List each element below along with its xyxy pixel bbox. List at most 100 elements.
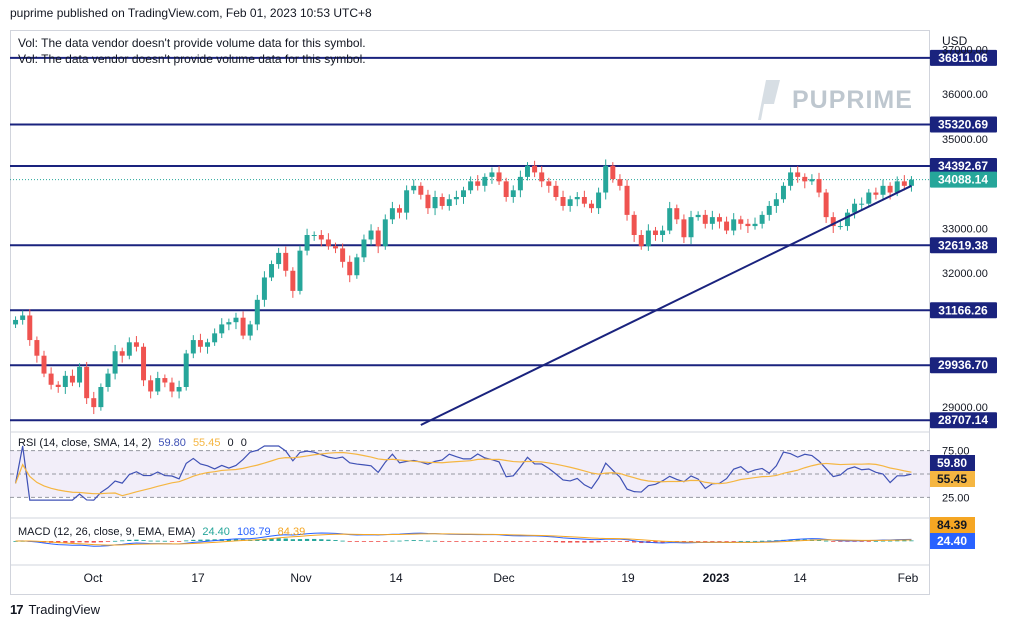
macd-histogram-bar bbox=[269, 538, 274, 541]
volume-note-2: Vol: The data vendor doesn't provide vol… bbox=[18, 52, 366, 66]
last-price-label: 34088.14 bbox=[938, 173, 988, 187]
macd-histogram-bar bbox=[696, 541, 701, 542]
price-tick-label: 33000.00 bbox=[942, 223, 988, 235]
macd-histogram-bar bbox=[823, 540, 829, 542]
rsi-ma-tag bbox=[930, 471, 975, 487]
candle-body bbox=[759, 214, 765, 224]
level-price-tag bbox=[930, 116, 997, 133]
macd-histogram-bar bbox=[319, 539, 324, 541]
macd-histogram-bar bbox=[447, 541, 452, 542]
macd-histogram-bar bbox=[212, 539, 217, 541]
macd-histogram-bar bbox=[816, 539, 822, 541]
macd-histogram-bar bbox=[340, 540, 345, 542]
candle-body bbox=[226, 322, 232, 325]
candle-body bbox=[176, 387, 182, 392]
candle-body bbox=[532, 165, 538, 173]
candle-body bbox=[197, 340, 203, 347]
candle-body bbox=[510, 190, 516, 197]
macd-histogram-bar bbox=[838, 541, 843, 542]
candle-body bbox=[183, 353, 189, 387]
macd-histogram-bar bbox=[873, 540, 879, 542]
candle-body bbox=[844, 212, 850, 227]
level-price-label: 34392.67 bbox=[938, 159, 988, 173]
candle-body bbox=[333, 246, 339, 249]
candle-body bbox=[41, 355, 47, 374]
candle-body bbox=[724, 221, 730, 231]
macd-histogram-bar bbox=[191, 539, 196, 541]
candle-body bbox=[190, 340, 196, 354]
macd-histogram-bar bbox=[759, 540, 765, 542]
candle-body bbox=[432, 197, 438, 209]
macd-histogram-bar bbox=[63, 541, 68, 543]
rsi-ma-line bbox=[14, 451, 912, 497]
candle-body bbox=[55, 384, 61, 387]
candle-body bbox=[77, 366, 83, 383]
candle-body bbox=[581, 197, 587, 204]
candle-body bbox=[318, 235, 324, 240]
macd-histogram-bar bbox=[304, 538, 310, 541]
macd-histogram-bar bbox=[489, 541, 495, 542]
rsi-level-label: 25.00 bbox=[942, 492, 970, 504]
last-price-tag bbox=[930, 171, 997, 188]
candle-body bbox=[823, 192, 829, 218]
rsi-legend: RSI (14, close, SMA, 14, 2) 59.80 55.45 … bbox=[18, 437, 251, 449]
candle-body bbox=[880, 185, 886, 195]
macd-histogram-bar bbox=[418, 540, 423, 542]
candle-body bbox=[624, 185, 630, 215]
rsi-value-tag bbox=[930, 455, 975, 471]
candle-body bbox=[98, 387, 104, 408]
level-price-tag bbox=[930, 49, 997, 66]
rsi-value: 59.80 bbox=[158, 437, 186, 449]
macd-histogram-bar bbox=[276, 538, 281, 541]
candle-body bbox=[439, 197, 445, 206]
macd-signal-line bbox=[15, 533, 912, 546]
candle-body bbox=[126, 342, 132, 356]
macd-histogram-bar bbox=[290, 539, 295, 541]
time-axis-label: 14 bbox=[389, 571, 403, 585]
price-tick-label: 32000.00 bbox=[942, 268, 988, 280]
candle-body bbox=[738, 219, 744, 224]
candle-body bbox=[503, 181, 509, 197]
time-axis-label: Dec bbox=[493, 571, 514, 585]
level-price-tag bbox=[930, 357, 997, 374]
macd-histogram-bar bbox=[383, 541, 388, 542]
macd-histogram-bar bbox=[326, 539, 331, 541]
candle-body bbox=[745, 223, 751, 227]
rsi-line bbox=[14, 445, 912, 501]
macd-histogram-bar bbox=[155, 540, 160, 542]
macd-histogram-bar bbox=[162, 540, 168, 542]
macd-histogram-bar bbox=[461, 541, 466, 542]
candle-body bbox=[631, 214, 637, 235]
candle-body bbox=[27, 315, 33, 341]
candle-body bbox=[325, 239, 331, 247]
macd-histogram-bar bbox=[169, 541, 175, 542]
macd-histogram-bar bbox=[84, 541, 89, 543]
rsi-extra-1: 0 bbox=[227, 437, 234, 449]
price-tick-label: 35000.00 bbox=[942, 134, 988, 146]
macd-histogram-bar bbox=[624, 541, 630, 542]
candle-body bbox=[517, 176, 523, 191]
candle-body bbox=[837, 226, 843, 228]
macd-histogram-bar bbox=[589, 541, 594, 543]
time-axis-label: 19 bbox=[621, 571, 635, 585]
candle-body bbox=[546, 181, 552, 186]
macd-histogram-bar bbox=[546, 541, 551, 542]
candle-body bbox=[141, 346, 147, 381]
candle-body bbox=[617, 179, 623, 186]
candle-body bbox=[425, 194, 431, 209]
footer: 17 TradingView bbox=[10, 602, 100, 617]
macd-histogram-bar bbox=[333, 540, 338, 541]
candle-body bbox=[375, 230, 381, 247]
candle-body bbox=[155, 378, 161, 392]
macd-histogram-bar bbox=[120, 540, 125, 542]
candle-body bbox=[660, 230, 666, 235]
rsi-extra-2: 0 bbox=[240, 437, 247, 449]
macd-label: MACD (12, 26, close, 9, EMA, EMA) bbox=[18, 526, 196, 538]
level-price-label: 28707.14 bbox=[938, 413, 988, 427]
candle-body bbox=[247, 324, 253, 336]
macd-signal-tag-label: 84.39 bbox=[937, 518, 967, 532]
candle-body bbox=[482, 176, 488, 186]
candle-body bbox=[695, 214, 701, 218]
